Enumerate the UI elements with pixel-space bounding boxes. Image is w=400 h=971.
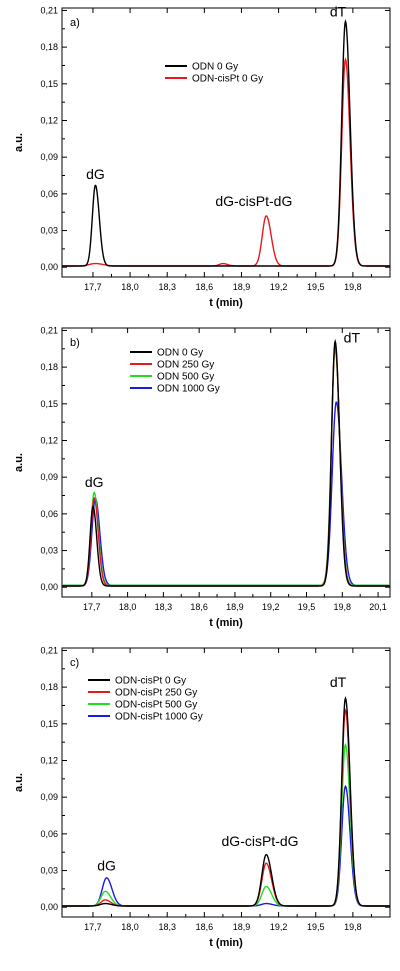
y-tick-label: 0,00 bbox=[40, 262, 58, 272]
y-tick-label: 0,06 bbox=[40, 189, 58, 199]
y-tick-label: 0,12 bbox=[40, 115, 58, 125]
legend-entry-label: ODN-cisPt 0 Gy bbox=[115, 676, 186, 687]
x-tick-label: 18,0 bbox=[121, 922, 139, 932]
y-axis-label: a.u. bbox=[13, 453, 25, 472]
x-tick-label: 19,2 bbox=[270, 282, 288, 292]
y-tick-label: 0,03 bbox=[40, 866, 58, 876]
peak-annotation: dT bbox=[344, 330, 361, 346]
x-tick-label: 17,7 bbox=[84, 282, 102, 292]
x-tick-label: 18,0 bbox=[121, 282, 139, 292]
peak-annotation: dG bbox=[85, 474, 104, 490]
x-axis-label: t (min) bbox=[209, 617, 243, 629]
y-tick-label: 0,00 bbox=[40, 902, 58, 912]
y-tick-label: 0,15 bbox=[40, 719, 58, 729]
series-line bbox=[62, 696, 390, 907]
legend-entry-label: ODN 250 Gy bbox=[157, 360, 214, 371]
y-tick-label: 0,12 bbox=[40, 435, 58, 445]
peak-annotation: dT bbox=[330, 4, 347, 20]
x-tick-label: 18,9 bbox=[226, 602, 244, 612]
y-tick-label: 0,03 bbox=[40, 226, 58, 236]
plot-frame bbox=[61, 7, 391, 278]
y-tick-label: 0,09 bbox=[40, 472, 58, 482]
x-axis-label: t (min) bbox=[209, 297, 243, 309]
panel-b-chart: 0,00 0,03 0,06 0,09 0,12 0,15 0,18 0,21 17,7 18,0… bbox=[13, 325, 391, 629]
x-tick-label: 19,2 bbox=[270, 922, 288, 932]
panel-label: b) bbox=[70, 337, 80, 349]
panel-label: c) bbox=[70, 657, 79, 669]
x-axis-label: t (min) bbox=[209, 937, 243, 949]
x-tick-label: 18,0 bbox=[119, 602, 137, 612]
plot-frame bbox=[61, 647, 391, 918]
x-tick-label: 18,3 bbox=[158, 282, 176, 292]
y-tick-label: 0,18 bbox=[40, 362, 58, 372]
x-tick-label: 19,8 bbox=[344, 282, 362, 292]
x-tick-label: 17,7 bbox=[84, 922, 102, 932]
x-tick-label: 18,3 bbox=[155, 602, 173, 612]
legend-entry-label: ODN-cisPt 500 Gy bbox=[115, 700, 197, 711]
panel-a-chart: 0,00 0,03 0,06 0,09 0,12 0,15 0,18 0,21 17,7 18,0… bbox=[13, 4, 391, 309]
legend-entry-label: ODN-cisPt 1000 Gy bbox=[115, 712, 203, 723]
y-tick-label: 0,09 bbox=[40, 792, 58, 802]
plot-frame bbox=[61, 327, 391, 598]
peak-annotation: dG-cisPt-dG bbox=[222, 833, 299, 849]
x-tick-label: 18,9 bbox=[233, 922, 251, 932]
y-tick-label: 0,21 bbox=[40, 645, 58, 655]
y-tick-label: 0,09 bbox=[40, 152, 58, 162]
series-line bbox=[62, 19, 390, 267]
y-tick-label: 0,18 bbox=[40, 682, 58, 692]
legend-entry-label: ODN 0 Gy bbox=[157, 348, 203, 359]
x-tick-label: 19,5 bbox=[307, 282, 325, 292]
y-tick-label: 0,00 bbox=[40, 582, 58, 592]
x-tick-label: 19,8 bbox=[334, 602, 352, 612]
peak-annotation: dG-cisPt-dG bbox=[215, 193, 292, 209]
x-tick-label: 19,5 bbox=[307, 922, 325, 932]
series-line bbox=[62, 338, 390, 587]
peak-annotation: dG bbox=[97, 858, 116, 874]
panel-label: a) bbox=[70, 17, 80, 29]
legend-entry-label: ODN-cisPt 250 Gy bbox=[115, 688, 197, 699]
x-tick-label: 18,6 bbox=[196, 922, 214, 932]
x-tick-label: 18,3 bbox=[158, 922, 176, 932]
x-tick-label: 19,2 bbox=[262, 602, 280, 612]
peak-annotation: dT bbox=[330, 674, 347, 690]
legend-entry-label: ODN 500 Gy bbox=[157, 372, 214, 383]
peak-annotation: dG bbox=[86, 166, 105, 182]
y-tick-label: 0,15 bbox=[40, 399, 58, 409]
y-tick-label: 0,18 bbox=[40, 42, 58, 52]
y-tick-label: 0,21 bbox=[40, 5, 58, 15]
x-tick-label: 20,1 bbox=[369, 602, 387, 612]
y-axis-label: a.u. bbox=[13, 133, 25, 152]
x-tick-label: 18,9 bbox=[233, 282, 251, 292]
y-tick-label: 0,12 bbox=[40, 755, 58, 765]
x-tick-label: 19,8 bbox=[344, 922, 362, 932]
y-tick-label: 0,06 bbox=[40, 829, 58, 839]
legend-entry-label: ODN-cisPt 0 Gy bbox=[192, 74, 263, 85]
x-tick-label: 17,7 bbox=[83, 602, 101, 612]
y-tick-label: 0,06 bbox=[40, 509, 58, 519]
panel-c-chart: 0,00 0,03 0,06 0,09 0,12 0,15 0,18 0,21 17,7 18,0… bbox=[13, 645, 391, 949]
y-tick-label: 0,03 bbox=[40, 546, 58, 556]
legend-entry-label: ODN 0 Gy bbox=[192, 62, 238, 73]
legend-entry-label: ODN 1000 Gy bbox=[157, 384, 220, 395]
y-tick-label: 0,21 bbox=[40, 325, 58, 335]
x-tick-label: 19,5 bbox=[298, 602, 316, 612]
y-tick-label: 0,15 bbox=[40, 79, 58, 89]
y-axis-label: a.u. bbox=[13, 773, 25, 792]
x-tick-label: 18,6 bbox=[196, 282, 214, 292]
x-tick-label: 18,6 bbox=[190, 602, 208, 612]
